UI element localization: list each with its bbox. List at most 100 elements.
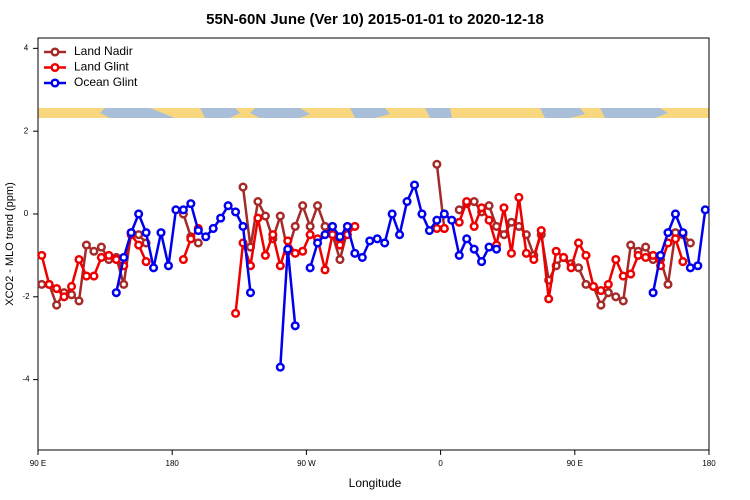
data-point (484, 215, 494, 225)
data-point (52, 300, 62, 310)
x-tick-label: 0 (438, 459, 443, 468)
data-point (89, 271, 99, 281)
data-point (521, 248, 531, 258)
data-point (462, 234, 472, 244)
data-point (290, 321, 300, 331)
data-point (238, 182, 248, 192)
data-point (290, 221, 300, 231)
data-point (178, 205, 188, 215)
data-point (216, 213, 226, 223)
data-point (663, 228, 673, 238)
data-point (283, 244, 293, 254)
data-point (81, 240, 92, 250)
data-point (260, 211, 270, 221)
data-point (499, 230, 509, 240)
data-point (454, 217, 464, 227)
data-point (275, 261, 285, 271)
data-point (268, 230, 278, 240)
data-point (395, 230, 405, 240)
data-point (626, 240, 636, 250)
data-point (208, 223, 218, 234)
series-line (115, 183, 707, 368)
data-point (469, 197, 479, 207)
data-point (648, 288, 658, 298)
data-point (678, 257, 688, 267)
data-point (178, 254, 188, 265)
data-point (439, 223, 449, 234)
data-point (52, 283, 62, 294)
data-point (454, 250, 464, 260)
data-point (402, 197, 412, 207)
data-point (477, 203, 487, 213)
legend-marker (50, 78, 60, 88)
data-point (469, 244, 479, 254)
data-point (298, 201, 308, 211)
x-tick-label: 90 W (297, 459, 316, 468)
data-point (231, 207, 241, 217)
data-point (685, 263, 695, 273)
x-axis-label: Longitude (349, 476, 402, 490)
data-point (566, 263, 576, 273)
data-point (245, 288, 256, 298)
data-point (588, 281, 598, 291)
data-point (141, 228, 151, 238)
data-point (454, 205, 464, 215)
data-point (387, 209, 397, 219)
y-tick-label: 2 (24, 126, 29, 135)
data-point (305, 230, 315, 240)
data-point (641, 252, 651, 263)
data-point (201, 232, 211, 242)
data-point (573, 263, 584, 273)
data-point (432, 215, 442, 225)
data-point (611, 292, 621, 302)
data-point (663, 279, 673, 289)
data-point (603, 288, 613, 298)
data-point (134, 240, 144, 250)
data-point (335, 232, 345, 242)
data-point (618, 296, 628, 306)
data-point (499, 203, 509, 213)
data-point (275, 362, 285, 372)
x-tick-label: 90 E (567, 459, 583, 468)
data-point (581, 279, 591, 289)
data-point (372, 234, 382, 244)
data-point (678, 228, 688, 238)
data-point (275, 211, 285, 221)
map-strip (38, 108, 709, 118)
data-point (641, 242, 651, 252)
y-tick-label: 4 (24, 43, 29, 52)
data-point (350, 248, 360, 258)
y-tick-label: -4 (22, 375, 30, 384)
data-point (350, 221, 360, 231)
data-point (119, 252, 129, 263)
x-tick-label: 90 E (30, 459, 46, 468)
data-point (149, 263, 159, 273)
data-point (119, 279, 129, 289)
x-tick-label: 180 (166, 459, 180, 468)
data-point (193, 238, 203, 248)
data-point (156, 228, 166, 238)
data-point (417, 209, 427, 219)
data-point (320, 230, 330, 240)
y-tick-label: -2 (22, 292, 30, 301)
data-point (462, 197, 472, 207)
data-point (700, 205, 710, 215)
data-point (67, 281, 77, 291)
data-point (380, 238, 390, 248)
data-point (305, 221, 315, 231)
legend-label: Ocean Glint (74, 75, 138, 89)
data-point (193, 225, 203, 236)
data-point (134, 230, 144, 240)
data-point (432, 223, 442, 234)
legend-label: Land Nadir (74, 44, 133, 58)
data-point (670, 234, 681, 244)
data-point (335, 240, 345, 250)
data-point (559, 252, 569, 263)
data-point (104, 250, 114, 260)
data-point (491, 244, 502, 254)
plot-frame (37, 37, 710, 451)
data-point (357, 252, 367, 263)
data-point (305, 263, 315, 273)
data-point (111, 254, 121, 265)
